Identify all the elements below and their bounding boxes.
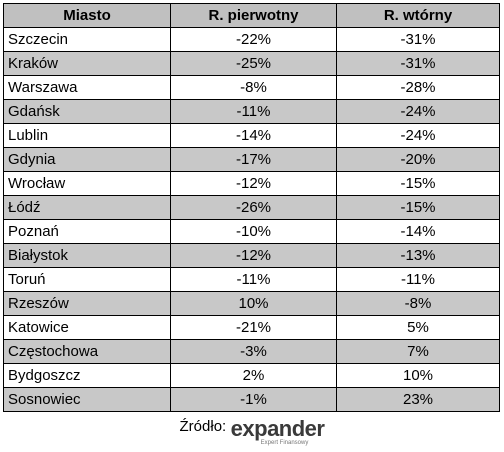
value-cell: 7% (336, 339, 500, 364)
value-cell: -13% (336, 243, 500, 268)
value-cell: -28% (336, 75, 500, 100)
table-row: Gdańsk -11% -24% (3, 99, 500, 124)
city-cell: Szczecin (3, 27, 171, 52)
table-row: Bydgoszcz 2% 10% (3, 363, 500, 388)
value-cell: -20% (336, 147, 500, 172)
city-cell: Poznań (3, 219, 171, 244)
value-cell: -11% (336, 267, 500, 292)
value-cell: 10% (336, 363, 500, 388)
table-row: Poznań -10% -14% (3, 219, 500, 244)
value-cell: -12% (170, 171, 337, 196)
table-row: Katowice -21% 5% (3, 315, 500, 340)
value-cell: -8% (170, 75, 337, 100)
table-row: Częstochowa -3% 7% (3, 339, 500, 364)
value-cell: -22% (170, 27, 337, 52)
header-cell: Miasto (3, 3, 171, 28)
table-row: Białystok -12% -13% (3, 243, 500, 268)
city-cell: Kraków (3, 51, 171, 76)
value-cell: -1% (170, 387, 337, 412)
header-cell: R. pierwotny (170, 3, 337, 28)
table-row: Kraków -25% -31% (3, 51, 500, 76)
value-cell: -12% (170, 243, 337, 268)
city-cell: Wrocław (3, 171, 171, 196)
value-cell: -31% (336, 51, 500, 76)
footer: Źródło: expander Expert Finansowy (0, 416, 504, 447)
value-cell: 23% (336, 387, 500, 412)
value-cell: 5% (336, 315, 500, 340)
value-cell: -26% (170, 195, 337, 220)
value-cell: -14% (170, 123, 337, 148)
logo-word: expander (230, 416, 325, 441)
header-row: Miasto R. pierwotny R. wtórny (3, 3, 500, 28)
city-cell: Rzeszów (3, 291, 171, 316)
city-cell: Gdańsk (3, 99, 171, 124)
source-label: Źródło: (179, 418, 227, 435)
city-cell: Lublin (3, 123, 171, 148)
value-cell: -15% (336, 171, 500, 196)
data-table: Miasto R. pierwotny R. wtórny Szczecin -22%… (3, 3, 500, 412)
city-cell: Białystok (3, 243, 171, 268)
table-row: Toruń -11% -11% (3, 267, 500, 292)
city-cell: Częstochowa (3, 339, 171, 364)
city-cell: Katowice (3, 315, 171, 340)
city-cell: Sosnowiec (3, 387, 171, 412)
table-row: Warszawa -8% -28% (3, 75, 500, 100)
value-cell: -11% (170, 99, 337, 124)
logo: expander Expert Finansowy (230, 416, 325, 447)
value-cell: -17% (170, 147, 337, 172)
city-cell: Toruń (3, 267, 171, 292)
value-cell: -10% (170, 219, 337, 244)
city-cell: Łódź (3, 195, 171, 220)
header-cell: R. wtórny (336, 3, 500, 28)
value-cell: 10% (170, 291, 337, 316)
city-cell: Warszawa (3, 75, 171, 100)
value-cell: -11% (170, 267, 337, 292)
table-row: Gdynia -17% -20% (3, 147, 500, 172)
value-cell: -8% (336, 291, 500, 316)
city-cell: Bydgoszcz (3, 363, 171, 388)
table-row: Rzeszów 10% -8% (3, 291, 500, 316)
value-cell: 2% (170, 363, 337, 388)
value-cell: -25% (170, 51, 337, 76)
table-row: Łódź -26% -15% (3, 195, 500, 220)
value-cell: -24% (336, 123, 500, 148)
table-row: Wrocław -12% -15% (3, 171, 500, 196)
table-row: Lublin -14% -24% (3, 123, 500, 148)
logo-tagline: Expert Finansowy (260, 440, 309, 446)
value-cell: -31% (336, 27, 500, 52)
value-cell: -14% (336, 219, 500, 244)
city-cell: Gdynia (3, 147, 171, 172)
value-cell: -24% (336, 99, 500, 124)
value-cell: -21% (170, 315, 337, 340)
value-cell: -3% (170, 339, 337, 364)
value-cell: -15% (336, 195, 500, 220)
table-row: Sosnowiec -1% 23% (3, 387, 500, 412)
table-row: Szczecin -22% -31% (3, 27, 500, 52)
